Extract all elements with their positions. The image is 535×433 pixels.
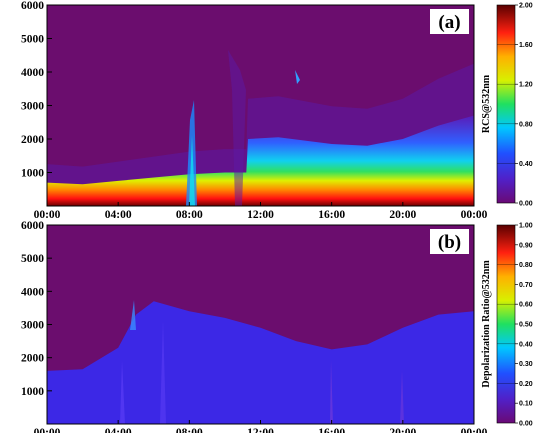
y-tick-label: 4000 <box>21 67 44 79</box>
x-tick-label: 08:00 <box>176 427 203 433</box>
colorbar-tick-label: 0.10 <box>519 401 533 408</box>
panel-b: 1000 2000 3000 4000 5000 6000 00:00 04:00 08:00… <box>21 220 533 433</box>
y-tick-label: 6000 <box>21 0 44 12</box>
panel-b-label-box: (b) <box>430 229 469 254</box>
colorbar-tick-label: 0.40 <box>519 341 533 348</box>
colorbar-tick-label: 0.00 <box>519 421 533 428</box>
y-tick-label: 2000 <box>21 353 44 365</box>
colorbar-tick-label: 0.80 <box>519 121 533 128</box>
colorbar-tick-label: 0.60 <box>519 302 533 309</box>
y-tick-label: 4000 <box>21 286 44 298</box>
y-tick-label: 5000 <box>21 253 44 265</box>
panel-a-colorbar-label: RCS@532nm <box>481 74 492 133</box>
x-tick-label: 12:00 <box>247 209 274 221</box>
x-tick-label: 04:00 <box>105 427 132 433</box>
y-tick-label: 1000 <box>21 386 44 398</box>
colorbar-tick-label: 0.90 <box>519 242 533 249</box>
x-tick-label: 00:00 <box>34 427 61 433</box>
colorbar-tick-label: 0.70 <box>519 282 533 289</box>
colorbar-tick-label: 1.60 <box>519 42 533 49</box>
panel-a-colorbar: 0.00 0.40 0.80 1.20 1.60 2.00 RCS@532nm <box>481 3 533 208</box>
colorbar-tick-label: 1.20 <box>519 82 533 89</box>
y-tick-label: 1000 <box>21 168 44 180</box>
colorbar-tick-label: 0.40 <box>519 161 533 168</box>
panel-a-label: (a) <box>438 12 460 33</box>
x-tick-label: 04:00 <box>105 209 132 221</box>
colorbar-tick-label: 1.00 <box>519 223 533 230</box>
colorbar-tick-label: 0.50 <box>519 322 533 329</box>
y-tick-label: 3000 <box>21 101 44 113</box>
x-tick-label: 12:00 <box>247 427 274 433</box>
colorbar-tick-label: 0.20 <box>519 381 533 388</box>
panel-b-colorbar: 0.00 0.10 0.20 0.30 0.40 0.50 0.60 0.70 0.80 0.90… <box>481 223 533 428</box>
y-tick-label: 6000 <box>21 220 44 232</box>
panel-b-label: (b) <box>438 232 461 253</box>
x-tick-label: 20:00 <box>389 209 416 221</box>
panel-a-label-box: (a) <box>430 9 469 34</box>
y-tick-label: 3000 <box>21 320 44 332</box>
x-tick-label: 08:00 <box>176 209 203 221</box>
x-tick-label: 20:00 <box>389 427 416 433</box>
colorbar-tick-label: 0.00 <box>519 201 533 208</box>
colorbar-tick-label: 2.00 <box>519 3 533 10</box>
x-tick-label: 00:00 <box>461 209 488 221</box>
x-tick-label: 16:00 <box>318 209 345 221</box>
colorbar-tick-label: 0.80 <box>519 262 533 269</box>
y-tick-label: 5000 <box>21 34 44 46</box>
x-tick-label: 00:00 <box>461 427 488 433</box>
y-tick-label: 2000 <box>21 134 44 146</box>
panel-a: 1000 2000 3000 4000 5000 6000 00:00 04:00 08:00… <box>21 0 533 221</box>
x-tick-label: 16:00 <box>318 427 345 433</box>
colorbar-tick-label: 0.30 <box>519 361 533 368</box>
panel-b-colorbar-label: Depolarization Ratio@532nm <box>481 260 492 388</box>
